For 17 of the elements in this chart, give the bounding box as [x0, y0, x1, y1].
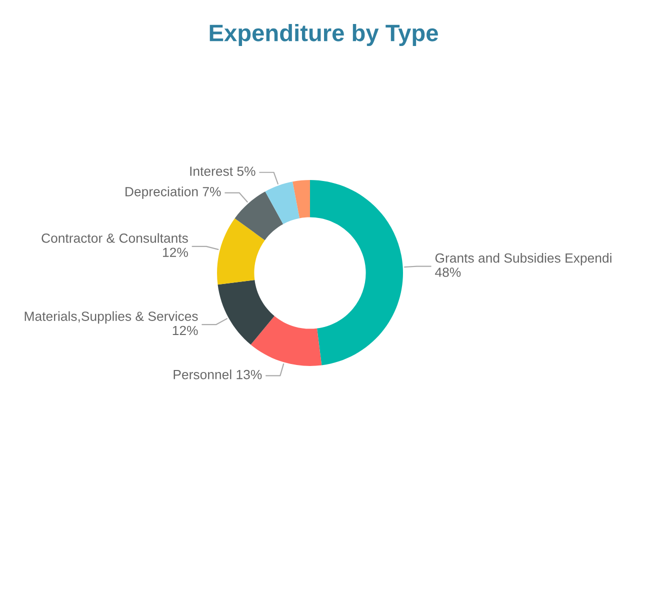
data-label: 12%	[172, 326, 198, 336]
donut-slice	[217, 218, 265, 285]
chart-title: Expenditure by Type	[210, 24, 438, 46]
donut-slice	[218, 280, 274, 345]
slice-label: Materials,Supplies & Services	[24, 311, 198, 324]
slice-label: Depreciation 7%	[126, 186, 221, 199]
donut-slice	[292, 180, 310, 218]
donut-slice	[250, 316, 322, 366]
slice-label: Grants and Subsidies Expendi	[435, 253, 612, 266]
slice-label: Interest 5%	[190, 166, 256, 176]
data-label: 48%	[435, 268, 461, 277]
donut-slice	[265, 182, 300, 224]
donut-slice	[310, 180, 403, 366]
slice-label: Personnel 13%	[174, 370, 262, 380]
data-label: 12%	[163, 248, 188, 257]
donut-slice	[234, 192, 284, 240]
slice-label: Contractor & Consultants	[42, 233, 188, 243]
